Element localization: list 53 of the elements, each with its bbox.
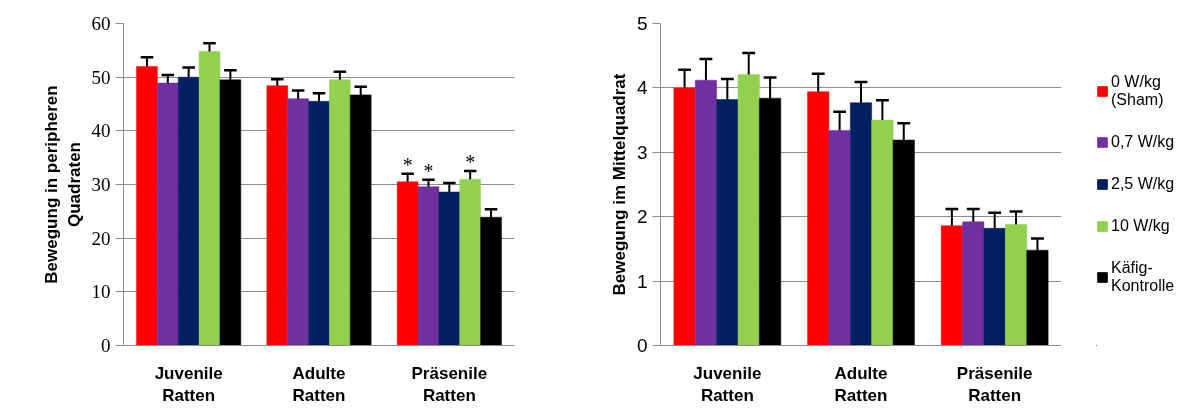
bar: [266, 85, 288, 346]
y-tick-label: 0: [636, 335, 648, 356]
bar: [417, 186, 440, 346]
bar: [695, 79, 717, 346]
y-tick-label: 0: [101, 335, 111, 356]
bar: [136, 66, 158, 346]
legend-label: 0,7 W/kg: [1111, 133, 1175, 151]
bar: [329, 79, 351, 346]
bar: [828, 130, 851, 346]
bar: [737, 74, 760, 346]
y-tick-label: 5: [636, 13, 648, 34]
y-tick-label: 3: [636, 141, 648, 163]
y-tick-label: 4: [636, 77, 648, 99]
bar: [198, 51, 221, 346]
bar: [157, 82, 179, 346]
y-tick-label: 2: [636, 206, 648, 228]
x-tick-label: Präsenile Ratten: [956, 363, 1033, 406]
legend-label: Käfig-Kontrolle: [1111, 259, 1175, 295]
bar: [983, 228, 1006, 346]
x-tick-label: Präsenile Ratten: [411, 363, 488, 406]
bar: [177, 76, 200, 346]
y-tick-label: 60: [91, 13, 111, 34]
y-tick-label: 1: [636, 270, 648, 292]
bar: [1005, 224, 1027, 346]
y-axis-title: Bewegung in peripheren Quadraten: [41, 85, 84, 284]
legend-label: 10 W/kg: [1111, 217, 1170, 235]
y-tick-label: 20: [91, 227, 111, 249]
data-label: *: [465, 151, 476, 174]
legend-label: 0 W/kg (Sham): [1111, 73, 1164, 109]
x-tick-label: Juvenile Ratten: [154, 363, 223, 406]
bar: [438, 191, 461, 346]
bar: [287, 98, 309, 346]
y-tick-label: 10: [91, 281, 111, 303]
data-label: *: [423, 159, 434, 182]
bar: [850, 102, 872, 346]
bar: [673, 87, 696, 346]
y-tick-label: 40: [91, 120, 111, 142]
x-tick-label: Adulte Ratten: [292, 363, 346, 406]
x-tick-label: Adulte Ratten: [834, 363, 888, 406]
bar: [459, 178, 481, 346]
bar: [396, 181, 419, 346]
y-tick-label: 30: [91, 174, 111, 195]
bar: [716, 99, 739, 346]
bar: [308, 101, 330, 346]
bar: [807, 91, 830, 346]
y-axis-title: Bewegung im Mittelquadrat: [609, 73, 629, 296]
legend-label: 2,5 W/kg: [1111, 175, 1175, 193]
bar: [871, 119, 894, 346]
x-tick-label: Juvenile Ratten: [693, 363, 762, 406]
data-label: *: [402, 153, 413, 176]
bar: [940, 225, 963, 346]
y-tick-label: 50: [91, 66, 111, 88]
bar: [962, 221, 985, 346]
